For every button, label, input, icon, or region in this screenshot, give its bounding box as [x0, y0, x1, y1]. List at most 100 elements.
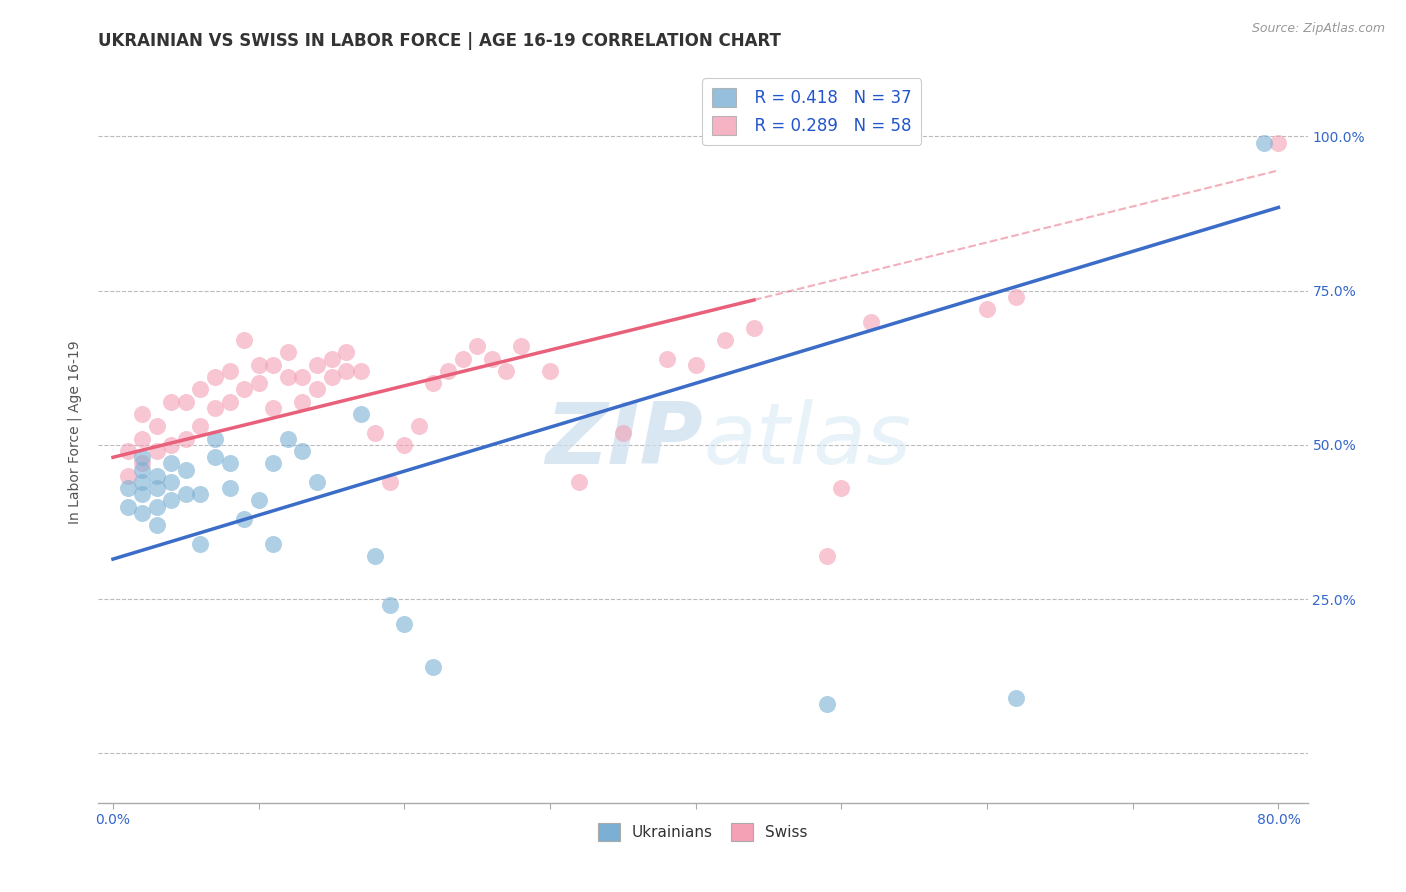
Point	[117, 500, 139, 514]
Point	[218, 457, 240, 471]
Point	[204, 401, 226, 415]
Point	[714, 333, 737, 347]
Point	[364, 425, 387, 440]
Point	[262, 536, 284, 550]
Point	[190, 536, 212, 550]
Point	[321, 351, 343, 366]
Point	[145, 500, 167, 514]
Point	[1267, 136, 1289, 150]
Point	[145, 444, 167, 458]
Point	[815, 697, 838, 711]
Point	[1005, 290, 1028, 304]
Point	[422, 376, 444, 391]
Point	[408, 419, 430, 434]
Point	[291, 444, 314, 458]
Point	[131, 475, 153, 489]
Point	[247, 376, 270, 391]
Point	[204, 432, 226, 446]
Point	[350, 407, 373, 421]
Point	[685, 358, 707, 372]
Point	[131, 506, 153, 520]
Point	[131, 407, 153, 421]
Point	[204, 450, 226, 465]
Point	[394, 616, 416, 631]
Point	[394, 438, 416, 452]
Point	[277, 370, 299, 384]
Point	[378, 475, 401, 489]
Point	[218, 481, 240, 495]
Point	[145, 518, 167, 533]
Point	[190, 419, 212, 434]
Point	[277, 432, 299, 446]
Point	[262, 358, 284, 372]
Point	[131, 487, 153, 501]
Point	[277, 345, 299, 359]
Point	[830, 481, 852, 495]
Point	[247, 493, 270, 508]
Point	[742, 320, 765, 334]
Point	[204, 370, 226, 384]
Point	[117, 468, 139, 483]
Text: ZIP: ZIP	[546, 399, 703, 482]
Point	[145, 481, 167, 495]
Point	[233, 512, 256, 526]
Point	[145, 419, 167, 434]
Y-axis label: In Labor Force | Age 16-19: In Labor Force | Age 16-19	[67, 341, 83, 524]
Point	[291, 394, 314, 409]
Point	[859, 315, 882, 329]
Point	[568, 475, 591, 489]
Point	[233, 333, 256, 347]
Point	[291, 370, 314, 384]
Point	[335, 345, 357, 359]
Legend: Ukrainians, Swiss: Ukrainians, Swiss	[592, 817, 814, 847]
Point	[305, 475, 328, 489]
Point	[218, 394, 240, 409]
Text: UKRAINIAN VS SWISS IN LABOR FORCE | AGE 16-19 CORRELATION CHART: UKRAINIAN VS SWISS IN LABOR FORCE | AGE …	[98, 32, 782, 50]
Point	[174, 462, 197, 476]
Text: Source: ZipAtlas.com: Source: ZipAtlas.com	[1251, 22, 1385, 36]
Point	[190, 487, 212, 501]
Point	[335, 364, 357, 378]
Point	[117, 481, 139, 495]
Point	[160, 438, 183, 452]
Point	[247, 358, 270, 372]
Point	[160, 475, 183, 489]
Point	[262, 401, 284, 415]
Point	[174, 394, 197, 409]
Point	[321, 370, 343, 384]
Point	[350, 364, 373, 378]
Point	[538, 364, 561, 378]
Point	[612, 425, 634, 440]
Point	[145, 468, 167, 483]
Point	[495, 364, 517, 378]
Point	[378, 599, 401, 613]
Point	[422, 660, 444, 674]
Point	[481, 351, 503, 366]
Point	[174, 432, 197, 446]
Point	[451, 351, 474, 366]
Point	[305, 358, 328, 372]
Point	[131, 432, 153, 446]
Point	[160, 457, 183, 471]
Point	[131, 450, 153, 465]
Point	[655, 351, 678, 366]
Point	[131, 462, 153, 476]
Point	[190, 383, 212, 397]
Point	[262, 457, 284, 471]
Point	[465, 339, 488, 353]
Point	[976, 302, 998, 317]
Point	[1253, 136, 1275, 150]
Point	[233, 383, 256, 397]
Point	[218, 364, 240, 378]
Point	[174, 487, 197, 501]
Point	[1005, 690, 1028, 705]
Point	[815, 549, 838, 563]
Point	[131, 457, 153, 471]
Point	[117, 444, 139, 458]
Point	[305, 383, 328, 397]
Point	[160, 493, 183, 508]
Point	[437, 364, 460, 378]
Point	[509, 339, 531, 353]
Point	[160, 394, 183, 409]
Point	[364, 549, 387, 563]
